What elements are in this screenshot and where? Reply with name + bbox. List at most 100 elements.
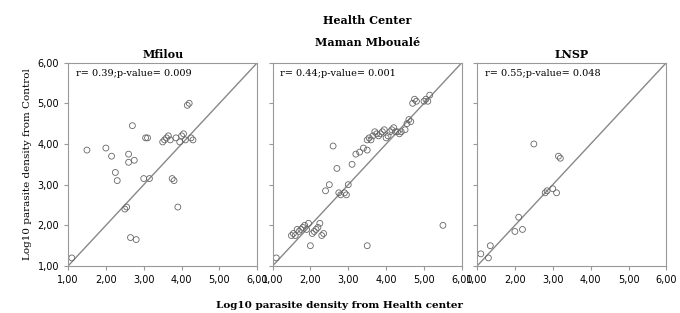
Point <box>403 117 414 122</box>
Point <box>347 162 358 167</box>
Point <box>386 127 397 132</box>
Point <box>110 170 121 175</box>
Point <box>167 176 177 181</box>
Point <box>106 154 117 159</box>
Point <box>112 178 122 183</box>
Y-axis label: Log10 parasite density from Control: Log10 parasite density from Control <box>23 68 32 260</box>
Point <box>138 176 149 181</box>
Text: Log10 parasite density from Health center: Log10 parasite density from Health cente… <box>216 301 464 310</box>
Title: Maman Mboualé: Maman Mboualé <box>315 37 420 48</box>
Point <box>324 182 335 187</box>
Point <box>364 135 375 140</box>
Point <box>125 235 136 240</box>
Point <box>366 137 377 142</box>
Point <box>371 131 382 136</box>
Point <box>288 231 299 236</box>
Point <box>121 205 132 210</box>
Point <box>339 190 350 195</box>
Point <box>161 135 172 140</box>
Point <box>184 101 194 106</box>
Point <box>390 129 401 134</box>
Point <box>303 221 314 226</box>
Point <box>157 140 168 145</box>
Point <box>182 103 192 108</box>
Point <box>67 255 78 260</box>
Point <box>422 99 433 104</box>
Point <box>553 154 564 159</box>
Title: LNSP: LNSP <box>555 49 589 60</box>
Point <box>379 127 390 132</box>
Point <box>540 190 551 195</box>
Point <box>358 146 369 151</box>
Point <box>299 223 310 228</box>
Point <box>551 190 562 195</box>
Point <box>354 150 365 155</box>
Point <box>388 125 399 130</box>
Point <box>131 237 141 242</box>
Point <box>419 99 430 104</box>
Point <box>509 229 520 234</box>
Point <box>174 140 185 145</box>
Point <box>555 156 566 161</box>
Point <box>394 131 405 136</box>
Point <box>409 97 420 102</box>
Text: r= 0.55;p-value= 0.048: r= 0.55;p-value= 0.048 <box>485 69 600 78</box>
Point <box>383 133 394 138</box>
Point <box>129 158 139 163</box>
Point <box>165 137 175 142</box>
Point <box>292 227 303 232</box>
Point <box>142 135 153 140</box>
Point <box>297 225 308 230</box>
Point <box>341 192 352 198</box>
Text: Health Center: Health Center <box>323 15 411 26</box>
Point <box>528 141 539 146</box>
Point <box>123 152 134 157</box>
Point <box>483 255 494 260</box>
Point <box>271 255 282 260</box>
Point <box>163 133 174 138</box>
Point <box>123 160 134 165</box>
Point <box>405 119 416 124</box>
Point <box>140 135 151 140</box>
Point <box>343 182 354 187</box>
Point <box>180 137 191 142</box>
Point <box>335 192 346 198</box>
Point <box>411 99 422 104</box>
Point <box>313 225 324 230</box>
Point <box>362 137 373 142</box>
Point <box>82 147 92 152</box>
Point <box>377 129 388 134</box>
Point <box>384 129 395 134</box>
Point <box>178 131 189 136</box>
Point <box>120 207 131 212</box>
Point <box>373 133 384 138</box>
Point <box>517 227 528 232</box>
Point <box>396 129 407 134</box>
Point <box>437 223 448 228</box>
Point <box>290 233 301 238</box>
Point <box>286 233 297 238</box>
Text: r= 0.39;p-value= 0.009: r= 0.39;p-value= 0.009 <box>75 69 191 78</box>
Point <box>401 121 412 126</box>
Point <box>186 135 197 140</box>
Point <box>375 131 386 136</box>
Point <box>485 243 496 248</box>
Point <box>400 127 411 132</box>
Point <box>159 137 170 142</box>
Point <box>316 233 327 238</box>
Point <box>188 137 199 142</box>
Point <box>307 231 318 236</box>
Point <box>407 101 418 106</box>
Point <box>369 129 380 134</box>
Title: Mfilou: Mfilou <box>142 49 184 60</box>
Point <box>547 186 558 191</box>
Point <box>101 146 112 151</box>
Point <box>331 166 342 171</box>
Point <box>171 135 182 140</box>
Point <box>362 243 373 248</box>
Point <box>296 227 307 232</box>
Point <box>350 152 361 157</box>
Point <box>362 147 373 152</box>
Point <box>513 215 524 220</box>
Point <box>127 123 138 128</box>
